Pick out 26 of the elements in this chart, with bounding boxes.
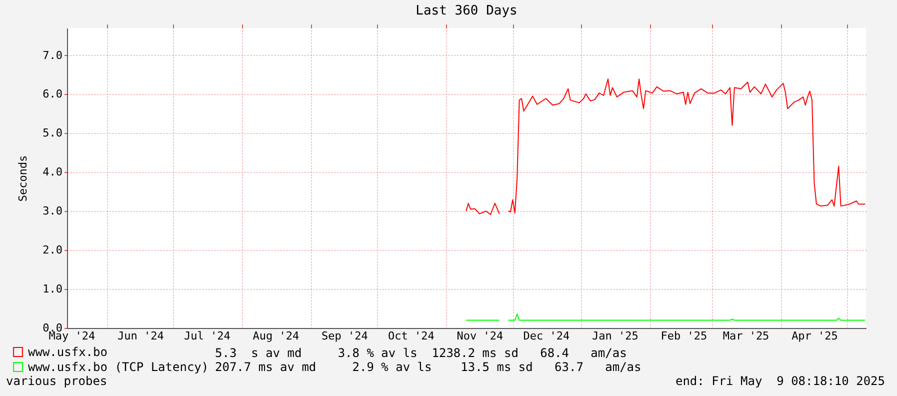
- text: 207.7 ms av md 2.9 % av ls 13.5 ms sd 63.7 am/as: [215, 360, 642, 374]
- x-tick-label: Dec '24: [523, 330, 570, 342]
- x-tick-label: Apr '25: [792, 330, 838, 342]
- y-tick-label: 3.0: [42, 204, 62, 218]
- y-tick-label: 1.0: [42, 282, 62, 296]
- y-tick-label: 5.0: [42, 126, 62, 140]
- x-tick-label: Aug '24: [252, 330, 300, 342]
- text: various probes: [6, 374, 108, 388]
- x-tick-label: Mar '25: [722, 330, 770, 342]
- legend-label: www.usfx.bo (TCP Latency): [28, 360, 209, 374]
- y-axis-title: Seconds: [16, 155, 30, 202]
- x-tick-label: Sep '24: [321, 330, 368, 342]
- x-tick-label: Jun '24: [117, 330, 164, 342]
- x-tick-label: Feb '25: [660, 330, 708, 342]
- x-tick-label: Oct '24: [388, 330, 435, 342]
- y-tick-label: 7.0: [42, 48, 62, 62]
- text: 5.3 s av md 3.8 % av ls 1238.2 ms sd 68.4 am/as: [215, 346, 627, 360]
- y-tick-label: 4.0: [42, 166, 62, 179]
- x-tick-label: Jul '24: [184, 330, 231, 342]
- y-tick-label: 2.0: [42, 244, 62, 257]
- x-tick-label: Jan '25: [592, 330, 638, 342]
- x-tick-label: Nov '24: [456, 330, 504, 342]
- y-tick-label: 6.0: [42, 88, 62, 101]
- legend-label: www.usfx.bo: [28, 345, 108, 359]
- chart-title: Last 360 Days: [416, 4, 518, 18]
- text: end: Fri May 9 08:18:10 2025: [675, 374, 885, 388]
